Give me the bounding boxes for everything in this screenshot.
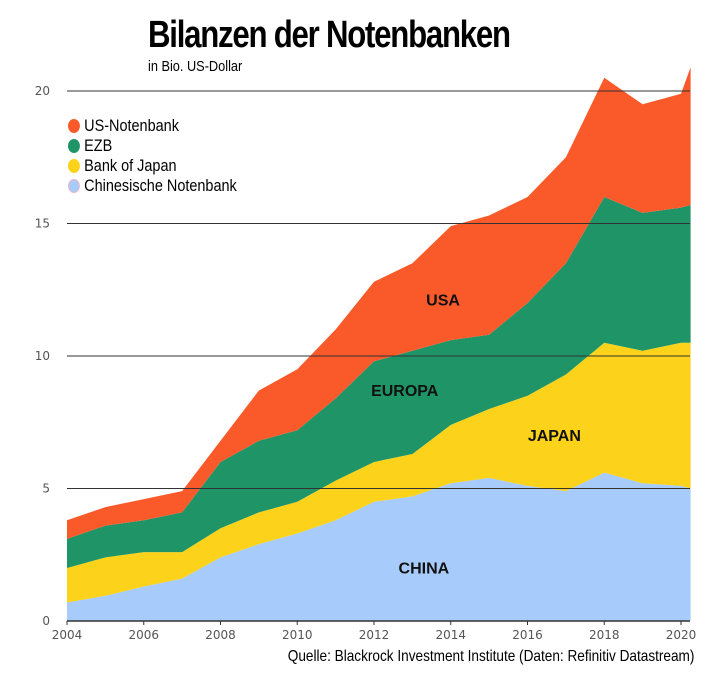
legend-item-china: Chinesische Notenbank — [68, 176, 237, 196]
y-tick-label: 15 — [35, 217, 50, 231]
area-label-japan: JAPAN — [528, 428, 581, 445]
legend-label: EZB — [84, 136, 113, 155]
legend-label: Bank of Japan — [84, 156, 177, 175]
x-tick-label: 2020 — [666, 628, 697, 642]
x-tick-label: 2006 — [128, 628, 159, 642]
x-tick-label: 2010 — [282, 628, 313, 642]
legend-swatch — [68, 159, 80, 173]
x-tick-label: 2012 — [359, 628, 390, 642]
area-usa — [67, 67, 691, 539]
y-tick-label: 5 — [42, 482, 50, 496]
chart-subtitle: in Bio. US-Dollar — [148, 58, 243, 75]
x-tick-label: 2014 — [435, 628, 466, 642]
area-china — [67, 472, 691, 621]
area-label-usa: USA — [426, 293, 460, 310]
x-tick-label: 2016 — [512, 628, 543, 642]
y-tick-label: 10 — [35, 349, 50, 363]
x-tick-label: 2008 — [205, 628, 236, 642]
legend-item-ezb: EZB — [68, 136, 237, 156]
chart-title: Bilanzen der Notenbanken — [148, 14, 511, 56]
legend-swatch — [68, 179, 80, 193]
x-tick-label: 2018 — [589, 628, 620, 642]
area-europa — [67, 197, 691, 568]
source-note: Quelle: Blackrock Investment Institute (… — [287, 648, 694, 665]
legend-swatch — [68, 119, 80, 133]
legend-label: Chinesische Notenbank — [84, 176, 237, 195]
legend: US-Notenbank EZB Bank of Japan Chinesisc… — [68, 116, 267, 196]
area-label-china: CHINA — [399, 560, 450, 577]
legend-label: US-Notenbank — [84, 116, 179, 135]
area-label-europa: EUROPA — [371, 383, 439, 400]
legend-item-us: US-Notenbank — [68, 116, 237, 136]
legend-item-japan: Bank of Japan — [68, 156, 237, 176]
y-tick-label: 20 — [35, 84, 50, 98]
area-japan — [67, 342, 691, 603]
y-tick-label: 0 — [42, 614, 50, 628]
x-tick-label: 2004 — [52, 628, 83, 642]
legend-swatch — [68, 139, 80, 153]
